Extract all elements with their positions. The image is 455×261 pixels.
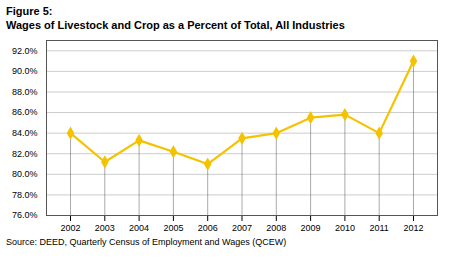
- svg-text:2003: 2003: [95, 223, 115, 233]
- svg-text:2002: 2002: [60, 223, 80, 233]
- svg-text:2008: 2008: [266, 223, 286, 233]
- svg-text:2009: 2009: [301, 223, 321, 233]
- html-text:Source: DEED, Quarterly Census: Source: DEED, Quarterly Census of Employ…: [6, 237, 287, 247]
- svg-text:92.0%: 92.0%: [12, 46, 38, 56]
- svg-text:2006: 2006: [198, 223, 218, 233]
- svg-text:2004: 2004: [129, 223, 149, 233]
- svg-text:80.0%: 80.0%: [12, 169, 38, 179]
- svg-text:90.0%: 90.0%: [12, 66, 38, 76]
- html-text:Figure 5:: Figure 5:: [6, 5, 53, 17]
- html-text:Wages of Livestock and Crop as: Wages of Livestock and Crop as a Percent…: [6, 19, 345, 31]
- svg-text:84.0%: 84.0%: [12, 128, 38, 138]
- svg-text:2011: 2011: [370, 223, 389, 233]
- svg-text:82.0%: 82.0%: [12, 149, 38, 159]
- svg-text:86.0%: 86.0%: [12, 107, 38, 117]
- svg-text:2007: 2007: [232, 223, 252, 233]
- svg-text:2005: 2005: [163, 223, 183, 233]
- svg-text:2012: 2012: [403, 223, 423, 233]
- svg-text:78.0%: 78.0%: [12, 190, 38, 200]
- svg-text:88.0%: 88.0%: [12, 87, 38, 97]
- svg-text:2010: 2010: [335, 223, 355, 233]
- svg-text:76.0%: 76.0%: [12, 210, 38, 220]
